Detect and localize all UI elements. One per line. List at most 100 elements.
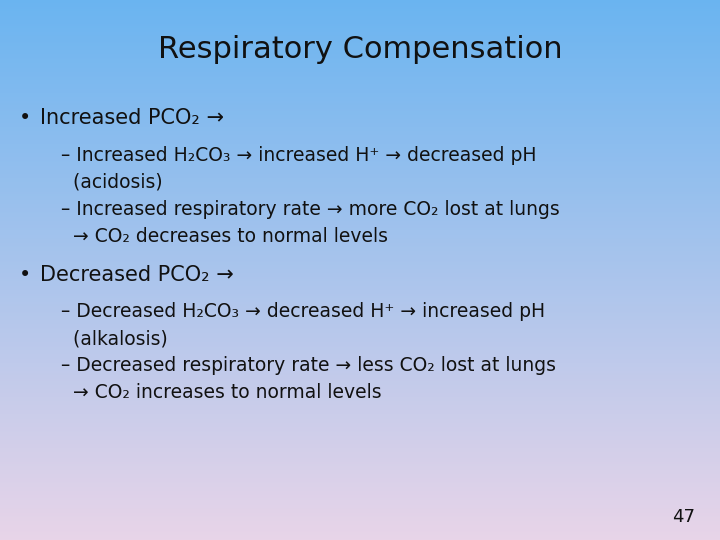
Bar: [0, 212, 720, 213]
Bar: [0, 158, 720, 159]
Bar: [0, 145, 720, 146]
Bar: [0, 204, 720, 205]
Text: (acidosis): (acidosis): [61, 173, 163, 192]
Bar: [0, 340, 720, 341]
Bar: [0, 489, 720, 490]
Bar: [0, 498, 720, 500]
Bar: [0, 122, 720, 123]
Bar: [0, 417, 720, 418]
Bar: [0, 181, 720, 183]
Text: Respiratory Compensation: Respiratory Compensation: [158, 35, 562, 64]
Bar: [0, 410, 720, 411]
Bar: [0, 262, 720, 263]
Text: → CO₂ increases to normal levels: → CO₂ increases to normal levels: [61, 383, 382, 402]
Bar: [0, 177, 720, 178]
Bar: [0, 57, 720, 58]
Bar: [0, 9, 720, 11]
Bar: [0, 147, 720, 149]
Bar: [0, 281, 720, 282]
Bar: [0, 59, 720, 60]
Bar: [0, 17, 720, 19]
Bar: [0, 318, 720, 319]
Bar: [0, 8, 720, 9]
Bar: [0, 435, 720, 436]
Bar: [0, 433, 720, 435]
Bar: [0, 449, 720, 451]
Bar: [0, 255, 720, 256]
Bar: [0, 71, 720, 73]
Bar: [0, 455, 720, 456]
Bar: [0, 485, 720, 486]
Bar: [0, 78, 720, 79]
Bar: [0, 462, 720, 463]
Bar: [0, 244, 720, 246]
Bar: [0, 131, 720, 132]
Bar: [0, 503, 720, 505]
Bar: [0, 526, 720, 528]
Bar: [0, 370, 720, 372]
Bar: [0, 374, 720, 375]
Text: 47: 47: [672, 509, 695, 526]
Bar: [0, 514, 720, 516]
Bar: [0, 351, 720, 352]
Bar: [0, 148, 720, 150]
Bar: [0, 156, 720, 157]
Bar: [0, 159, 720, 160]
Bar: [0, 384, 720, 386]
Bar: [0, 346, 720, 347]
Bar: [0, 216, 720, 217]
Bar: [0, 15, 720, 16]
Bar: [0, 390, 720, 392]
Bar: [0, 58, 720, 59]
Bar: [0, 105, 720, 106]
Bar: [0, 535, 720, 536]
Bar: [0, 221, 720, 222]
Bar: [0, 404, 720, 405]
Bar: [0, 87, 720, 89]
Bar: [0, 124, 720, 126]
Bar: [0, 193, 720, 194]
Bar: [0, 93, 720, 94]
Bar: [0, 108, 720, 109]
Bar: [0, 65, 720, 66]
Text: Decreased PCO₂ →: Decreased PCO₂ →: [40, 265, 233, 285]
Bar: [0, 536, 720, 537]
Bar: [0, 487, 720, 489]
Bar: [0, 205, 720, 206]
Bar: [0, 394, 720, 395]
Text: – Decreased respiratory rate → less CO₂ lost at lungs: – Decreased respiratory rate → less CO₂ …: [61, 356, 557, 375]
Bar: [0, 393, 720, 394]
Bar: [0, 134, 720, 135]
Bar: [0, 11, 720, 12]
Bar: [0, 428, 720, 429]
Bar: [0, 486, 720, 487]
Bar: [0, 35, 720, 36]
Bar: [0, 324, 720, 325]
Bar: [0, 448, 720, 449]
Bar: [0, 292, 720, 293]
Bar: [0, 179, 720, 181]
Bar: [0, 50, 720, 51]
Bar: [0, 408, 720, 409]
Bar: [0, 519, 720, 521]
Bar: [0, 40, 720, 42]
Bar: [0, 491, 720, 492]
Bar: [0, 92, 720, 93]
Bar: [0, 38, 720, 39]
Bar: [0, 30, 720, 31]
Bar: [0, 265, 720, 266]
Bar: [0, 347, 720, 348]
Bar: [0, 354, 720, 355]
Bar: [0, 325, 720, 327]
Bar: [0, 63, 720, 65]
Bar: [0, 481, 720, 482]
Bar: [0, 442, 720, 443]
Bar: [0, 249, 720, 251]
Bar: [0, 251, 720, 252]
Bar: [0, 413, 720, 415]
Bar: [0, 275, 720, 276]
Bar: [0, 327, 720, 328]
Bar: [0, 293, 720, 294]
Bar: [0, 89, 720, 90]
Bar: [0, 454, 720, 455]
